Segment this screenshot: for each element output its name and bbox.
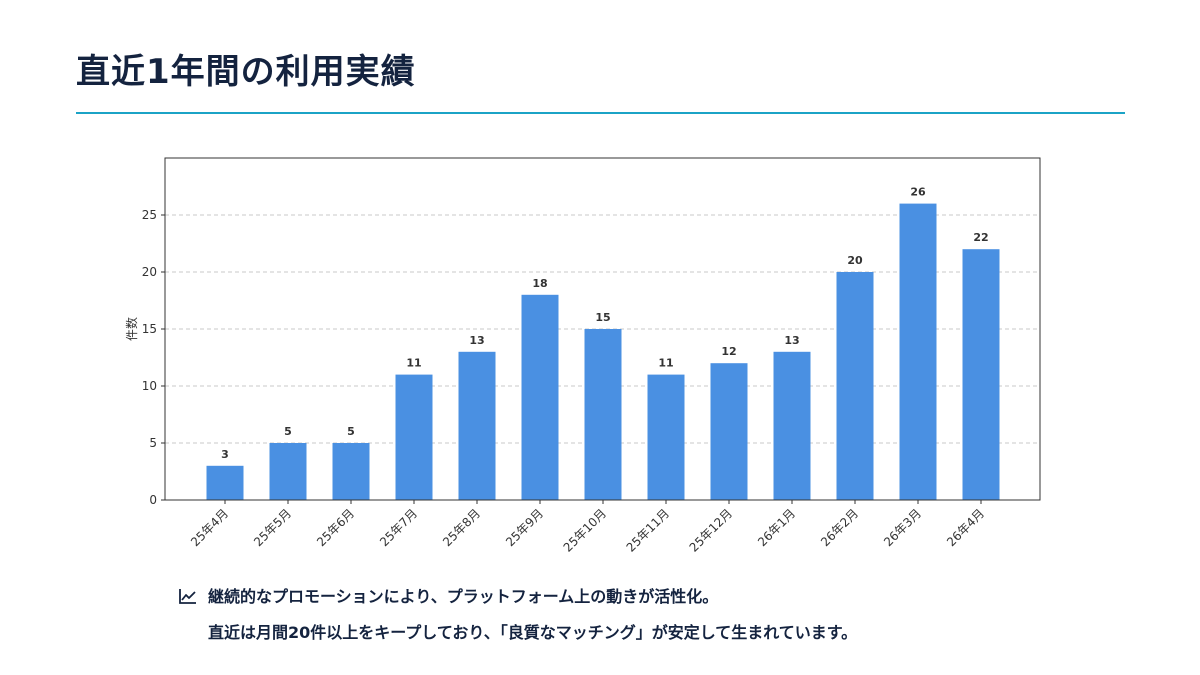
data-label: 13 (784, 334, 799, 347)
data-label: 11 (658, 357, 673, 370)
chart-x-ticks: 25年4月 25年5月 25年6月 25年7月 25年8月 25年9月 25年10月 25年1… (188, 500, 987, 555)
y-tick-label: 15 (142, 322, 157, 336)
y-tick-label: 10 (142, 379, 157, 393)
x-tick-label: 26年4月 (944, 506, 987, 549)
x-tick-label: 25年9月 (503, 506, 546, 549)
chart-data-labels: 3 5 5 11 13 18 15 11 12 13 20 26 22 (221, 186, 988, 461)
title-divider (76, 112, 1125, 114)
bar (647, 374, 685, 500)
bar (458, 351, 496, 500)
x-tick-label: 25年6月 (314, 506, 357, 549)
bar (836, 272, 874, 500)
note-line-1: 継続的なプロモーションにより、プラットフォーム上の動きが活性化。 (178, 583, 718, 607)
x-tick-label: 25年7月 (377, 506, 420, 549)
x-tick-label: 25年8月 (440, 506, 483, 549)
data-label: 12 (721, 345, 736, 358)
x-tick-label: 25年10月 (561, 506, 609, 554)
x-tick-label: 26年3月 (881, 506, 924, 549)
x-tick-label: 25年4月 (188, 506, 231, 549)
x-tick-label: 25年11月 (624, 506, 672, 554)
data-label: 20 (847, 254, 863, 267)
y-tick-label: 25 (142, 208, 157, 222)
data-label: 11 (406, 357, 421, 370)
note-text-1: 継続的なプロモーションにより、プラットフォーム上の動きが活性化。 (208, 587, 719, 606)
x-tick-label: 26年1月 (755, 506, 798, 549)
bar (710, 363, 748, 500)
data-label: 22 (973, 231, 988, 244)
bar (332, 443, 370, 500)
note-text-2: 直近は月間20件以上をキープしており、「良質なマッチング」が安定して生まれていま… (208, 623, 858, 642)
y-tick-label: 0 (149, 493, 157, 507)
data-label: 13 (469, 334, 484, 347)
page-title: 直近1年間の利用実績 (76, 52, 416, 92)
bar (206, 465, 244, 500)
trend-chart-icon (178, 587, 198, 605)
bar (521, 294, 559, 500)
x-tick-label: 25年12月 (687, 506, 735, 554)
bar (269, 443, 307, 500)
data-label: 5 (347, 425, 355, 438)
data-label: 15 (595, 311, 610, 324)
data-label: 5 (284, 425, 292, 438)
x-tick-label: 26年2月 (818, 506, 861, 549)
data-label: 18 (532, 277, 547, 290)
bar (584, 329, 622, 500)
bar (962, 249, 1000, 500)
y-tick-label: 5 (149, 436, 157, 450)
data-label: 3 (221, 448, 229, 461)
chart-y-ticks: 0 5 10 15 20 25 (142, 208, 165, 507)
bar (773, 351, 811, 500)
y-axis-label: 件数 (124, 317, 139, 341)
x-tick-label: 25年5月 (251, 506, 294, 549)
bar (395, 374, 433, 500)
data-label: 26 (910, 186, 926, 199)
y-tick-label: 20 (142, 265, 157, 279)
plot-frame (164, 157, 1041, 501)
chart-bars (206, 203, 1000, 500)
note-line-2: 直近は月間20件以上をキープしており、「良質なマッチング」が安定して生まれていま… (208, 619, 857, 643)
bar (899, 203, 937, 500)
